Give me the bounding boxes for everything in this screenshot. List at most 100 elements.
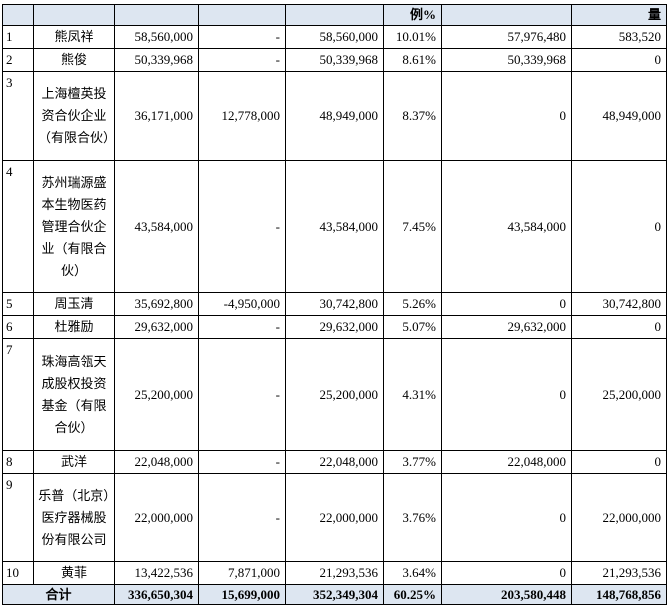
cell-index: 3 — [2, 71, 34, 161]
cell-shares-change: - — [198, 315, 286, 339]
cell-index: 6 — [2, 315, 34, 339]
cell-shareholder-name: 熊俊 — [33, 48, 115, 72]
cell-shares-change: - — [198, 338, 286, 451]
table-row: 9 乐普（北京）医疗器械股份有限公司 22,000,000-22,000,000 3.… — [2, 473, 667, 562]
table-row: 1 熊凤祥 58,560,000-58,560,000 10.01% 57,976,48… — [2, 25, 667, 49]
header-cell-index — [2, 4, 34, 26]
cell-shareholder-name: 上海檀英投资合伙企业（有限合伙） — [33, 71, 116, 161]
cell-ratio: 7.45% — [383, 160, 442, 293]
cell-shares-change: - — [198, 48, 286, 72]
cell-shares-after: 58,560,000 — [285, 25, 384, 49]
table-header-row: 例% 量 — [2, 4, 667, 26]
cell-unrestricted-shares: 30,742,800 — [571, 292, 667, 316]
header-cell-name — [33, 4, 115, 26]
cell-unrestricted-shares: 21,293,536 — [571, 561, 667, 585]
total-c3: 15,699,000 — [198, 584, 286, 605]
cell-restricted-shares: 0 — [441, 338, 572, 451]
cell-shares-after: 48,949,000 — [285, 71, 384, 161]
cell-unrestricted-shares: 0 — [571, 315, 667, 339]
cell-shareholder-name: 熊凤祥 — [33, 25, 115, 49]
cell-shares-change: - — [198, 160, 286, 293]
cell-shares-change: - — [198, 450, 286, 474]
cell-index: 2 — [2, 48, 34, 72]
table-body: 1 熊凤祥 58,560,000-58,560,000 10.01% 57,976,48… — [2, 25, 667, 605]
cell-shares-change: 12,778,000 — [198, 71, 286, 161]
table-row: 7 珠海高瓴天成股权投资基金（有限合伙） 25,200,000-25,200,000… — [2, 338, 667, 451]
cell-unrestricted-shares: 48,949,000 — [571, 71, 667, 161]
cell-shares-after: 22,048,000 — [285, 450, 384, 474]
cell-shares-before: 29,632,000 — [114, 315, 199, 339]
table-row: 8 武洋 22,048,000-22,048,000 3.77% 22,048,000 0 — [2, 450, 667, 474]
cell-shares-after: 21,293,536 — [285, 561, 384, 585]
cell-unrestricted-shares: 25,200,000 — [571, 338, 667, 451]
cell-shares-before: 35,692,800 — [114, 292, 199, 316]
cell-unrestricted-shares: 0 — [571, 48, 667, 72]
header-cell-restricted — [441, 4, 572, 26]
cell-index: 7 — [2, 338, 34, 451]
header-cell-unrestricted: 量 — [571, 4, 667, 26]
table-row: 4 苏州瑞源盛本生物医药管理合伙企业（有限合伙） 43,584,000-43,584… — [2, 160, 667, 293]
cell-shares-change: -4,950,000 — [198, 292, 286, 316]
table-row: 5 周玉清 35,692,800 -4,950,000 30,742,800 5.26% 0… — [2, 292, 667, 316]
cell-index: 5 — [2, 292, 34, 316]
cell-ratio: 8.61% — [383, 48, 442, 72]
cell-shares-after: 25,200,000 — [285, 338, 384, 451]
cell-restricted-shares: 0 — [441, 71, 572, 161]
cell-shares-before: 58,560,000 — [114, 25, 199, 49]
cell-index: 4 — [2, 160, 34, 293]
total-c7: 148,768,856 — [571, 584, 667, 605]
cell-shares-after: 50,339,968 — [285, 48, 384, 72]
cell-shares-after: 22,000,000 — [285, 473, 384, 562]
total-c5: 60.25% — [383, 584, 442, 605]
table-row: 3 上海檀英投资合伙企业（有限合伙） 36,171,000 12,778,000 48,… — [2, 71, 667, 161]
header-cell-shares-change — [198, 4, 286, 26]
cell-ratio: 3.76% — [383, 473, 442, 562]
cell-unrestricted-shares: 0 — [571, 450, 667, 474]
cell-restricted-shares: 50,339,968 — [441, 48, 572, 72]
cell-shares-after: 30,742,800 — [285, 292, 384, 316]
cell-shareholder-name: 乐普（北京）医疗器械股份有限公司 — [33, 473, 115, 562]
cell-index: 1 — [2, 25, 34, 49]
cell-shares-after: 43,584,000 — [285, 160, 384, 293]
cell-shareholder-name: 黄菲 — [33, 561, 115, 585]
cell-shareholder-name: 苏州瑞源盛本生物医药管理合伙企业（有限合伙） — [33, 160, 115, 293]
cell-index: 10 — [2, 561, 34, 585]
total-c4: 352,349,304 — [285, 584, 384, 605]
cell-shares-change: 7,871,000 — [198, 561, 286, 585]
cell-shareholder-name: 杜雅励 — [33, 315, 115, 339]
total-row: 合计 336,650,304 15,699,000 352,349,304 60.25%… — [2, 584, 667, 605]
cell-shareholder-name: 周玉清 — [33, 292, 115, 316]
table-row: 6 杜雅励 29,632,000-29,632,000 5.07% 29,632,000… — [2, 315, 667, 339]
cell-shares-change: - — [198, 473, 286, 562]
total-c6: 203,580,448 — [441, 584, 572, 605]
cell-ratio: 10.01% — [383, 25, 442, 49]
cell-ratio: 8.37% — [383, 71, 442, 161]
cell-restricted-shares: 0 — [441, 473, 572, 562]
cell-ratio: 3.77% — [383, 450, 442, 474]
table-row: 10 黄菲 13,422,536 7,871,000 21,293,536 3.64% 0 2… — [2, 561, 667, 585]
table-row: 2 熊俊 50,339,968-50,339,968 8.61% 50,339,968 0 — [2, 48, 667, 72]
cell-unrestricted-shares: 22,000,000 — [571, 473, 667, 562]
total-c2: 336,650,304 — [114, 584, 199, 605]
total-label: 合计 — [2, 584, 115, 605]
cell-shares-before: 50,339,968 — [114, 48, 199, 72]
cell-ratio: 5.26% — [383, 292, 442, 316]
cell-restricted-shares: 0 — [441, 561, 572, 585]
cell-shares-before: 22,000,000 — [114, 473, 199, 562]
cell-restricted-shares: 57,976,480 — [441, 25, 572, 49]
cell-shares-before: 36,171,000 — [114, 71, 199, 161]
cell-shareholder-name: 珠海高瓴天成股权投资基金（有限合伙） — [33, 338, 115, 451]
cell-restricted-shares: 43,584,000 — [441, 160, 572, 293]
cell-restricted-shares: 0 — [441, 292, 572, 316]
header-cell-ratio: 例% — [383, 4, 442, 26]
cell-shares-change: - — [198, 25, 286, 49]
cell-shares-before: 22,048,000 — [114, 450, 199, 474]
cell-unrestricted-shares: 0 — [571, 160, 667, 293]
shareholder-table-container: 例% 量 1 熊凤祥 58,560,000-58,560,000 10.01% 57,9… — [2, 4, 667, 605]
header-cell-shares-after — [285, 4, 384, 26]
cell-unrestricted-shares: 583,520 — [571, 25, 667, 49]
cell-shares-before: 25,200,000 — [114, 338, 199, 451]
cell-ratio: 3.64% — [383, 561, 442, 585]
cell-ratio: 4.31% — [383, 338, 442, 451]
shareholder-table: 例% 量 1 熊凤祥 58,560,000-58,560,000 10.01% 57,9… — [2, 4, 667, 605]
